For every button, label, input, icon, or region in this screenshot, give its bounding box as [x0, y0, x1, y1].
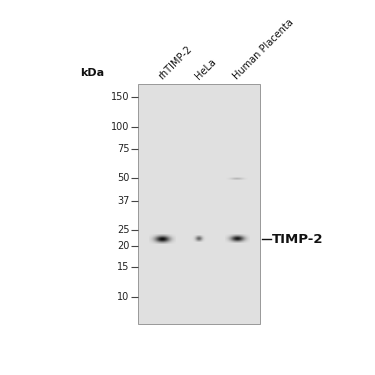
Text: 150: 150	[111, 92, 130, 102]
Text: 37: 37	[117, 196, 130, 206]
Text: 10: 10	[117, 292, 130, 302]
Text: 20: 20	[117, 241, 130, 251]
Bar	[138, 84, 261, 324]
Text: 100: 100	[111, 122, 130, 132]
Text: 25: 25	[117, 225, 130, 235]
Text: rhTIMP-2: rhTIMP-2	[156, 44, 194, 81]
Text: Human Placenta: Human Placenta	[232, 17, 296, 81]
Text: 50: 50	[117, 174, 130, 183]
Text: TIMP-2: TIMP-2	[272, 232, 324, 246]
Text: kDa: kDa	[80, 68, 104, 78]
Text: HeLa: HeLa	[194, 56, 219, 81]
Text: 75: 75	[117, 144, 130, 153]
Text: 15: 15	[117, 262, 130, 272]
